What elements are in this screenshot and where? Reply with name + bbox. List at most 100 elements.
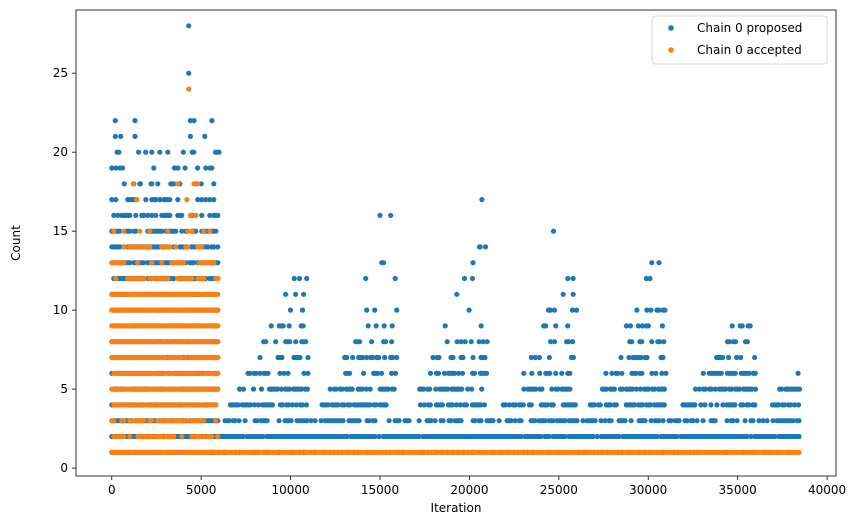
proposed-point <box>740 402 746 408</box>
proposed-point <box>649 260 655 266</box>
proposed-point <box>764 418 770 424</box>
proposed-point <box>286 386 293 392</box>
accepted-point <box>125 275 131 282</box>
proposed-point <box>389 339 395 345</box>
accepted-point <box>135 260 141 266</box>
accepted-point <box>195 244 201 250</box>
proposed-point <box>702 386 709 392</box>
proposed-point <box>168 181 174 187</box>
proposed-point <box>205 244 211 250</box>
accepted-point <box>113 275 119 282</box>
proposed-point <box>615 370 621 376</box>
proposed-point <box>312 418 318 424</box>
accepted-point <box>141 275 147 282</box>
proposed-point <box>396 418 402 424</box>
proposed-point <box>287 307 294 313</box>
proposed-point <box>250 386 257 392</box>
proposed-point <box>461 275 468 282</box>
accepted-point <box>189 275 195 282</box>
proposed-point <box>439 402 445 408</box>
accepted-point <box>215 370 221 376</box>
proposed-point <box>547 370 553 376</box>
proposed-point <box>202 133 208 139</box>
x-tick-label: 10000 <box>271 483 309 497</box>
accepted-point <box>185 275 191 282</box>
proposed-point <box>143 149 149 155</box>
proposed-point <box>226 418 232 424</box>
accepted-point <box>193 370 199 376</box>
proposed-point <box>301 291 307 297</box>
proposed-point <box>369 339 375 345</box>
proposed-point <box>211 197 217 203</box>
proposed-point <box>628 418 634 424</box>
proposed-point <box>391 386 397 392</box>
proposed-point <box>654 433 660 440</box>
proposed-point <box>787 402 794 408</box>
proposed-point <box>532 418 538 424</box>
proposed-point <box>720 402 726 408</box>
proposed-point <box>692 386 699 392</box>
proposed-point <box>279 354 285 361</box>
proposed-point <box>427 386 433 392</box>
proposed-point <box>570 275 576 282</box>
proposed-point <box>382 354 388 361</box>
accepted-point <box>207 260 213 266</box>
proposed-point <box>367 402 373 408</box>
accepted-point <box>199 244 205 250</box>
proposed-point <box>421 402 427 408</box>
proposed-point <box>742 418 748 424</box>
proposed-point <box>483 370 490 376</box>
accepted-point <box>179 418 185 424</box>
proposed-point <box>299 402 305 408</box>
proposed-point <box>752 354 758 361</box>
proposed-point <box>253 370 259 376</box>
proposed-point <box>385 386 391 392</box>
accepted-point <box>121 228 127 234</box>
proposed-point <box>551 307 558 313</box>
proposed-point <box>132 118 138 124</box>
proposed-point <box>305 370 311 376</box>
proposed-point <box>339 386 345 392</box>
y-tick-label: 0 <box>60 461 68 475</box>
proposed-point <box>335 402 341 408</box>
proposed-point <box>543 323 549 329</box>
proposed-point <box>770 418 776 424</box>
proposed-point <box>364 307 370 313</box>
proposed-point <box>175 197 181 203</box>
proposed-point <box>242 418 248 424</box>
legend-box <box>651 15 828 65</box>
proposed-point <box>690 418 696 424</box>
proposed-point <box>660 418 666 424</box>
proposed-point <box>441 370 448 376</box>
accepted-point <box>141 418 147 424</box>
proposed-point <box>730 418 736 424</box>
accepted-point <box>169 260 175 266</box>
proposed-point <box>732 402 738 408</box>
accepted-point <box>197 418 203 424</box>
proposed-point <box>279 402 285 408</box>
proposed-point <box>216 149 222 155</box>
proposed-point <box>618 354 624 361</box>
proposed-point <box>645 323 652 329</box>
proposed-point <box>416 433 422 440</box>
proposed-point <box>191 118 197 124</box>
proposed-point <box>648 307 654 313</box>
proposed-point <box>468 339 474 345</box>
accepted-point <box>215 433 221 440</box>
proposed-point <box>265 370 271 376</box>
proposed-point <box>173 228 179 234</box>
proposed-point <box>268 323 274 329</box>
proposed-point <box>752 402 758 408</box>
proposed-point <box>213 228 219 234</box>
proposed-point <box>548 339 554 345</box>
proposed-point <box>285 370 291 376</box>
proposed-point <box>199 212 205 218</box>
proposed-point <box>293 339 299 345</box>
proposed-point <box>207 197 213 203</box>
proposed-point <box>236 418 242 424</box>
proposed-point <box>388 212 394 218</box>
proposed-point <box>432 418 438 424</box>
proposed-point <box>203 165 209 171</box>
proposed-point <box>383 339 389 345</box>
proposed-point <box>611 386 618 392</box>
